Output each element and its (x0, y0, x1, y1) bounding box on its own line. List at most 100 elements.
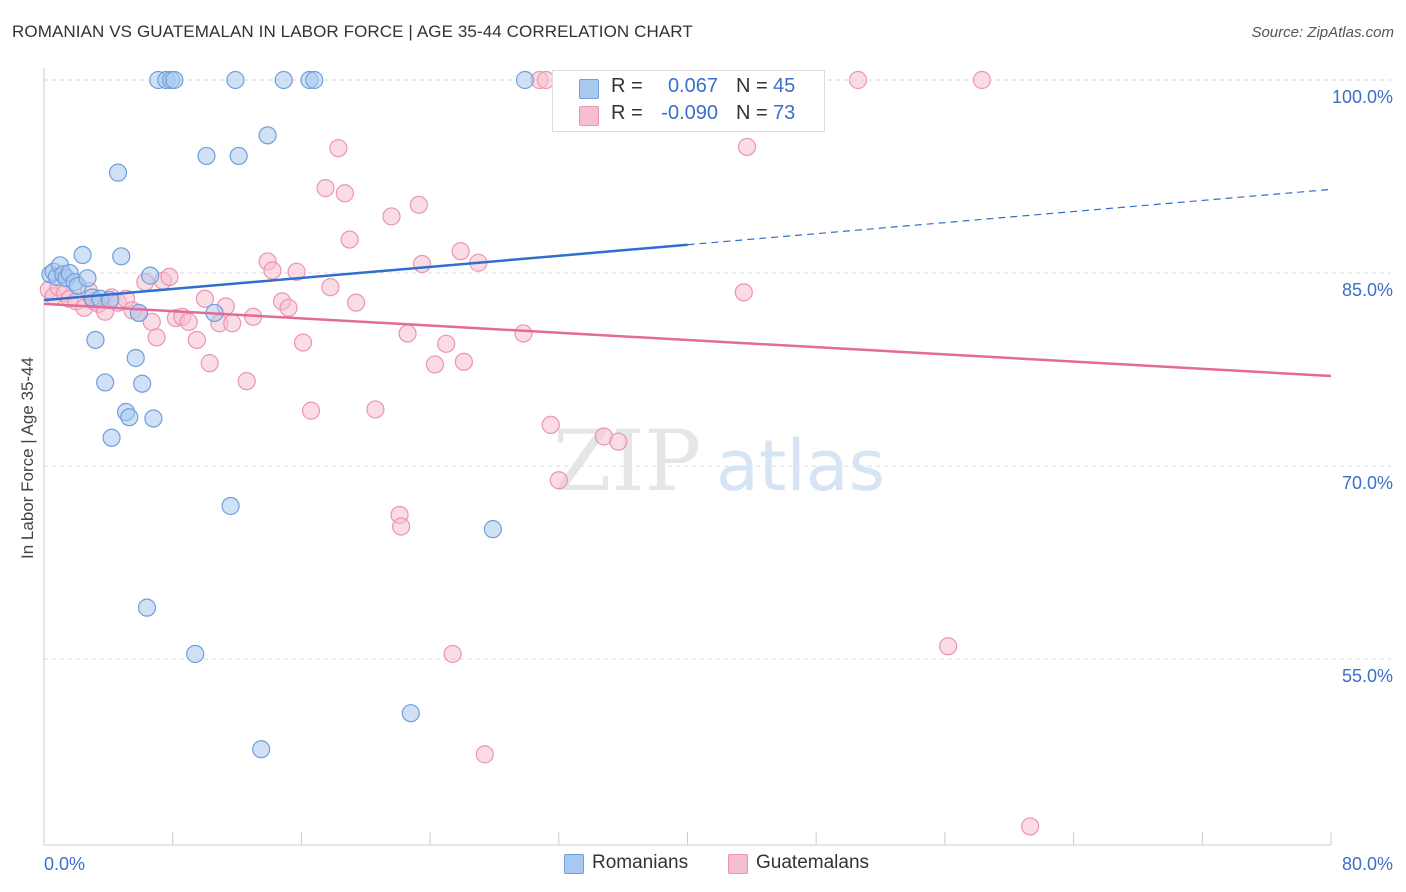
romanians-point (96, 373, 115, 392)
n-value-guatemalans: 73 (773, 102, 796, 124)
gridlines (44, 79, 1391, 660)
guatemalans-point (382, 207, 401, 226)
romanians-point (129, 303, 149, 323)
guatemalans-point (279, 298, 298, 317)
romanians-point (258, 126, 277, 145)
guatemalans-point (412, 254, 432, 274)
guatemalans-point (321, 278, 340, 297)
x-tick-label: 80.0% (1342, 854, 1393, 874)
romanians-point (229, 146, 248, 166)
romanians-point (483, 520, 502, 539)
romanians-point (78, 269, 97, 288)
romanians-point (108, 163, 128, 182)
n-label: N = (736, 102, 768, 124)
series-legend: Romanians Guatemalans (0, 852, 1406, 878)
guatemalans-point (366, 400, 385, 419)
guatemalans-point (443, 644, 462, 664)
romanians-point (102, 428, 121, 447)
guatemalans-point (340, 230, 359, 249)
guatemalans-point (329, 139, 348, 158)
guatemalans-point (398, 324, 417, 343)
guatemalans-point (301, 401, 321, 420)
romanians-legend-label: Romanians (592, 852, 689, 873)
guatemalans-legend-swatch (728, 854, 748, 874)
guatemalans-point (1021, 817, 1040, 836)
guatemalans-point (475, 745, 494, 764)
romanians-point (305, 70, 324, 90)
guatemalans-point (223, 314, 242, 333)
x-tick-label: 0.0% (44, 854, 85, 874)
guatemalans-point (737, 137, 757, 157)
y-tick-label: 70.0% (1342, 473, 1393, 493)
romanians-point (126, 348, 145, 368)
y-tick-label: 85.0% (1342, 280, 1393, 300)
y-tick-label: 100.0% (1332, 87, 1393, 107)
guatemalans-swatch (579, 106, 599, 126)
r-label: R = (611, 75, 643, 97)
romanians-point (86, 330, 105, 350)
guatemalans-point (263, 261, 282, 280)
romanians-points (41, 70, 535, 759)
guatemalans-trend-line (43, 302, 1332, 378)
guatemalans-point (392, 517, 411, 536)
r-value-romanians: 0.067 (667, 75, 718, 97)
legend-row-guatemalans: R = -0.090 N = 73 (553, 102, 824, 128)
romanians-point (197, 146, 216, 166)
guatemalans-point (160, 267, 179, 287)
chart-title: ROMANIAN VS GUATEMALAN IN LABOR FORCE | … (12, 22, 693, 41)
guatemalans-point (972, 70, 992, 90)
correlation-legend: R = 0.067 N = 45 R = -0.090 N = 73 (552, 70, 825, 132)
guatemalans-point (409, 195, 428, 214)
romanians-point (221, 496, 240, 516)
guatemalans-point (200, 354, 219, 373)
romanians-legend-swatch (564, 854, 584, 874)
guatemalans-point (451, 242, 470, 261)
romanians-point (133, 374, 152, 393)
y-tick-label: 55.0% (1342, 666, 1393, 686)
watermark: ZIP atlas (553, 412, 885, 510)
romanians-swatch (579, 79, 599, 99)
romanians-point (226, 70, 245, 90)
guatemalans-point (549, 471, 568, 490)
guatemalans-points (39, 70, 1040, 836)
romanians-point (274, 70, 293, 90)
tick-labels: 55.0% 70.0% 85.0% 100.0% 0.0% 80.0% (44, 87, 1393, 874)
axes (43, 68, 1332, 846)
guatemalans-point (734, 283, 753, 302)
n-value-romanians: 45 (773, 75, 796, 97)
guatemalans-point (287, 262, 306, 281)
watermark-zip: ZIP (553, 412, 701, 510)
guatemalans-point (609, 432, 628, 451)
guatemalans-point (179, 312, 198, 332)
guatemalans-point (454, 352, 473, 371)
guatemalans-point (195, 289, 214, 308)
watermark-atlas: atlas (716, 425, 885, 507)
romanians-trend-line (43, 243, 688, 302)
guatemalans-point (147, 328, 166, 347)
romanians-point (401, 704, 420, 723)
romanians-point (252, 740, 271, 759)
guatemalans-point (425, 355, 445, 374)
guatemalans-point (939, 637, 958, 656)
romanians-point (144, 409, 163, 428)
legend-row-romanians: R = 0.067 N = 45 (553, 75, 824, 101)
romanians-point (186, 644, 205, 664)
romanians-point (120, 408, 139, 427)
romanians-point (73, 245, 92, 265)
guatemalans-point (514, 324, 533, 343)
guatemalans-point (335, 184, 354, 203)
guatemalans-point (848, 70, 868, 90)
guatemalans-point (237, 372, 256, 391)
guatemalans-point (316, 179, 335, 198)
guatemalans-point (346, 293, 366, 312)
guatemalans-point (437, 334, 456, 353)
romanians-point (515, 70, 535, 90)
guatemalans-point (541, 415, 560, 435)
r-label: R = (611, 102, 643, 124)
source-label: Source: ZipAtlas.com (1251, 24, 1394, 41)
romanians-point (112, 247, 131, 266)
trend-lines (43, 188, 1332, 378)
n-label: N = (736, 75, 768, 97)
r-value-guatemalans: -0.090 (661, 102, 718, 124)
